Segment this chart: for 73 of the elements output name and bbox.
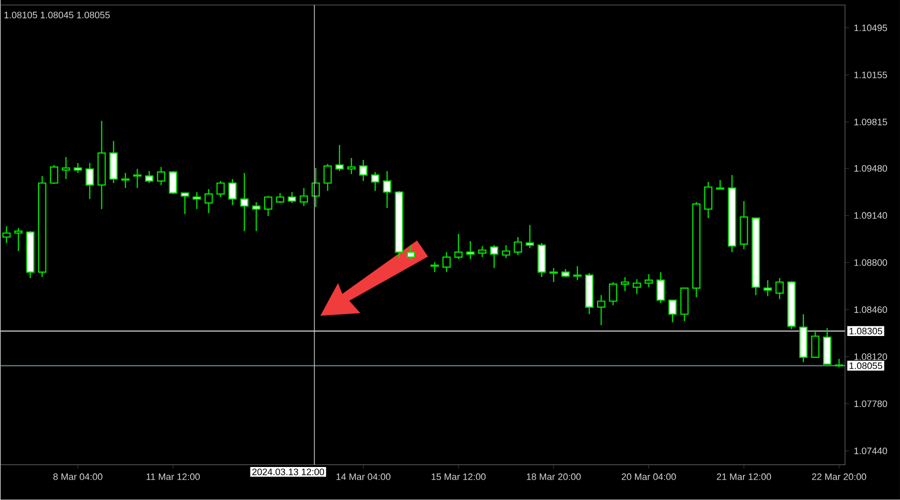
candlestick bbox=[573, 266, 582, 281]
candlestick bbox=[74, 162, 82, 174]
candlestick bbox=[50, 164, 58, 185]
candlestick bbox=[502, 244, 510, 259]
candlestick bbox=[300, 188, 308, 207]
y-tick-label: 1.08800 bbox=[854, 259, 888, 266]
y-tick-label: 1.10495 bbox=[854, 24, 888, 32]
candlestick bbox=[204, 188, 213, 214]
candlestick bbox=[180, 192, 190, 215]
ref-line-label: 1.08055 bbox=[850, 362, 882, 370]
candlestick bbox=[312, 168, 320, 208]
y-tick-label: 1.09140 bbox=[854, 212, 888, 219]
y-tick-label: 1.09815 bbox=[854, 118, 888, 126]
x-tick-label: 21 Mar 12:00 bbox=[716, 474, 772, 480]
candlestick bbox=[276, 192, 284, 204]
candlestick bbox=[620, 276, 630, 292]
candlestick bbox=[764, 280, 772, 297]
candlestick bbox=[121, 172, 130, 189]
candlestick bbox=[347, 158, 356, 175]
candlestick bbox=[288, 192, 296, 204]
candlestick bbox=[490, 244, 498, 269]
x-tick-label: 15 Mar 12:00 bbox=[432, 474, 486, 480]
candlestick bbox=[704, 182, 712, 219]
x-tick-label: 8 Mar 04:00 bbox=[53, 474, 102, 480]
x-tick-label: 11 Mar 12:00 bbox=[146, 474, 200, 480]
candlestick bbox=[430, 262, 439, 273]
candlestick bbox=[62, 156, 70, 180]
candlestick bbox=[442, 252, 451, 273]
candlestick bbox=[644, 274, 653, 288]
candlestick bbox=[252, 202, 260, 232]
candlestick bbox=[323, 164, 332, 192]
candlestick bbox=[382, 170, 392, 209]
candlestick bbox=[240, 172, 249, 232]
candlestick bbox=[335, 144, 344, 172]
candlestick bbox=[168, 170, 178, 195]
ref-line-label: 1.08305 bbox=[850, 328, 882, 335]
candlestick bbox=[406, 244, 416, 261]
candlestick bbox=[228, 178, 237, 206]
candlestick bbox=[133, 168, 142, 189]
candlestick bbox=[86, 162, 94, 200]
candlestick bbox=[156, 166, 166, 186]
candlestick bbox=[466, 240, 475, 260]
y-tick-label: 1.07780 bbox=[854, 400, 888, 408]
candlestick bbox=[775, 278, 784, 300]
candlestick bbox=[632, 278, 642, 295]
y-tick-label: 1.08460 bbox=[854, 306, 888, 314]
x-tick-label: 14 Mar 04:00 bbox=[336, 474, 390, 480]
candlestick bbox=[597, 294, 606, 326]
y-tick-label: 1.07440 bbox=[854, 448, 888, 454]
candlestick bbox=[264, 196, 272, 217]
candlestick bbox=[216, 180, 225, 198]
x-tick-label: 20 Mar 04:00 bbox=[622, 474, 676, 480]
y-tick-label: 1.09480 bbox=[854, 165, 888, 172]
x-tick-label: 22 Mar 20:00 bbox=[812, 474, 866, 480]
candlestick bbox=[371, 172, 380, 192]
candlestick bbox=[454, 234, 463, 260]
candlestick bbox=[478, 246, 486, 258]
y-tick-label: 1.08120 bbox=[854, 354, 888, 360]
candlestick bbox=[14, 228, 23, 252]
x-tick-label: 18 Mar 20:00 bbox=[526, 474, 581, 480]
candlestick bbox=[359, 159, 368, 182]
y-tick-label: 1.10155 bbox=[854, 72, 888, 78]
candlestick bbox=[549, 268, 558, 283]
candlestick bbox=[526, 224, 534, 249]
candlestick bbox=[668, 300, 677, 323]
candlestick bbox=[608, 282, 618, 306]
annotation: 1.08105 1.08045 1.08055 bbox=[4, 12, 110, 18]
candlestick bbox=[811, 330, 820, 358]
candlestick bbox=[192, 192, 201, 210]
text: 2024.03.13 12:00 bbox=[252, 468, 324, 476]
candlestick bbox=[656, 272, 665, 304]
candlestick bbox=[145, 170, 154, 184]
candlestick bbox=[514, 236, 522, 256]
